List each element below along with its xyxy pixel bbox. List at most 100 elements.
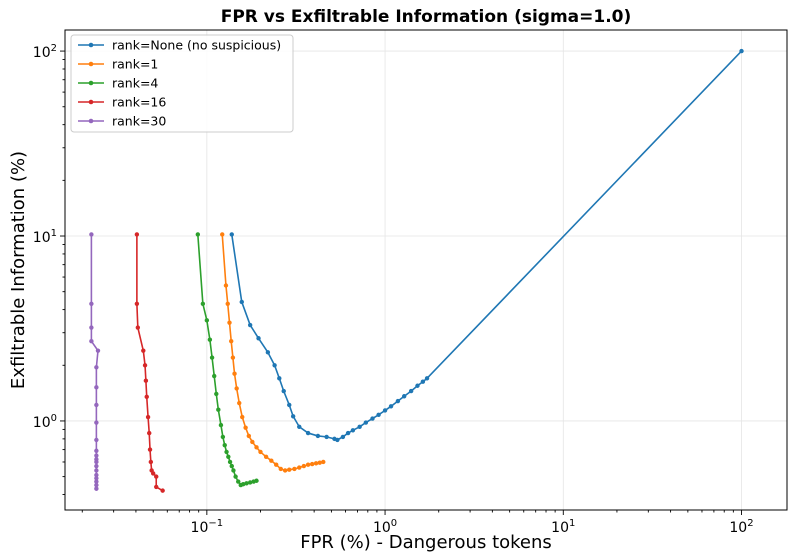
data-point [135,325,141,330]
data-point [212,373,217,379]
series-3 [134,232,165,493]
data-point [227,320,232,325]
y-tick-label: 101 [33,228,57,246]
legend: rank=None (no suspicious) rank=1 rank=4 … [70,34,294,133]
data-point [297,465,302,470]
data-point [94,476,99,481]
data-point [240,414,245,420]
data-point [209,355,215,360]
data-point [256,336,261,341]
series-1 [220,232,326,473]
data-point [297,424,302,429]
data-point [376,412,381,417]
legend-marker [88,80,94,86]
data-point [142,363,148,368]
data-point [94,479,99,484]
data-point [89,301,94,306]
series-2 [195,232,259,488]
y-tick-label: 102 [33,43,57,61]
x-tick-label: 101 [551,518,575,536]
data-point [234,386,239,391]
data-point [89,338,94,344]
data-point [94,468,99,473]
legend-entry: rank=1 [78,57,158,72]
x-axis-ticks: 10−1 100 101 102 [81,510,754,536]
x-tick-label: 102 [729,518,753,536]
data-point [357,424,362,429]
data-point [382,408,388,413]
data-point [207,337,213,342]
data-point [89,325,94,330]
data-point [94,402,99,408]
data-point [401,394,407,399]
data-point [265,350,271,355]
data-point [220,232,225,237]
data-point [244,481,249,486]
data-point [232,371,237,376]
data-point [363,420,369,425]
data-point [350,428,356,433]
data-point [388,404,394,409]
data-point [144,394,149,400]
data-point [233,474,238,479]
data-point [250,439,255,445]
data-point [216,407,221,412]
data-point [313,461,319,466]
data-point [292,466,297,472]
data-point [227,459,233,465]
data-point [301,463,307,469]
data-point [247,480,253,485]
data-point [134,232,140,237]
data-point [237,400,242,406]
data-point [222,442,227,448]
legend-label: rank=1 [112,57,158,72]
legend-label: rank=16 [112,95,166,110]
data-point [287,467,292,472]
data-point [94,453,99,458]
data-point [269,458,274,463]
data-point [263,454,269,459]
data-point [246,433,252,439]
data-point [239,299,244,305]
data-point [281,388,286,394]
data-point [94,472,99,478]
data-point [277,376,282,381]
data-point [247,322,253,328]
data-point [94,365,99,370]
y-axis-ticks: 100 101 102 [33,43,65,495]
legend-marker [88,42,94,48]
data-point [236,479,241,484]
data-point [370,416,375,421]
data-point [258,449,263,455]
data-point [141,348,146,353]
series-4 [89,232,101,491]
data-point [345,430,351,436]
data-point [305,430,311,436]
data-point [150,471,156,476]
data-point [94,420,99,425]
data-point [225,301,230,306]
data-point [95,348,101,353]
data-point [231,468,236,473]
data-point [229,338,234,344]
y-axis-label: Exfiltrable Information (%) [8,151,29,389]
data-point [218,422,224,428]
data-point [195,232,201,237]
data-point [204,318,210,323]
data-point [282,468,288,473]
legend-label: rank=30 [112,114,166,129]
data-point [321,459,326,465]
data-point [226,454,231,459]
data-point [154,484,159,490]
data-point [94,459,99,465]
data-point [94,448,99,453]
data-point [94,482,99,488]
data-point [154,474,159,479]
data-point [278,466,283,472]
legend-entry: rank=4 [78,76,158,91]
data-point [335,437,340,443]
data-point [200,301,206,306]
data-point [287,402,292,408]
data-point [408,388,414,394]
data-point [243,425,248,430]
